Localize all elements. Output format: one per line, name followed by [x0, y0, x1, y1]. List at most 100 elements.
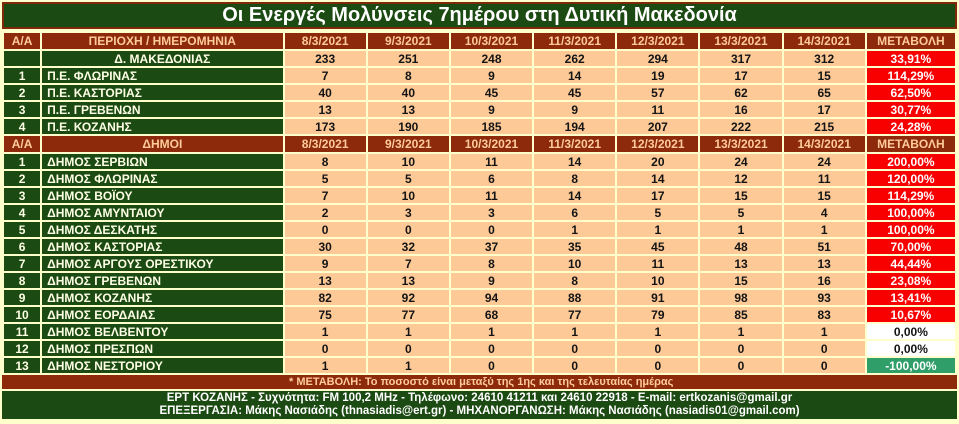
value-cell: 0 [617, 341, 699, 356]
table-row: 1 Π.Ε. ΦΛΩΡΙΝΑΣ 7 8 9 14 19 17 15 114,29% [4, 68, 955, 83]
value-cell: 8 [534, 273, 616, 288]
value-cell: 40 [284, 85, 366, 100]
value-cell: 3 [450, 205, 533, 220]
row-index-cell: 3 [4, 188, 41, 203]
table-row: 11 ΔΗΜΟΣ ΒΕΛΒΕΝΤΟΥ 1 1 1 1 1 1 1 0,00% [4, 324, 955, 339]
row-index-cell: 6 [4, 239, 41, 254]
value-cell: 6 [450, 171, 533, 186]
value-cell: 190 [367, 119, 449, 134]
value-cell: 17 [783, 102, 865, 117]
footer: ΕΡΤ ΚΟΖΑΝΗΣ - Συχνότητα: FM 100,2 MHz - … [2, 391, 957, 419]
value-cell: 8 [450, 256, 533, 271]
value-cell: 9 [450, 68, 533, 83]
value-cell: 0 [700, 341, 782, 356]
date-header-cell: 11/3/2021 [534, 136, 616, 152]
date-header-cell: 13/3/2021 [700, 136, 782, 152]
table-row: 5 ΔΗΜΟΣ ΔΕΣΚΑΤΗΣ 0 0 0 1 1 1 1 100,00% [4, 222, 955, 237]
date-header-cell: 9/3/2021 [367, 136, 449, 152]
value-cell: 8 [534, 171, 616, 186]
change-cell: 100,00% [866, 222, 955, 237]
row-label-cell: ΔΗΜΟΣ ΠΡΕΣΠΩΝ [42, 341, 283, 356]
value-cell: 13 [284, 102, 366, 117]
value-cell: 9 [450, 273, 533, 288]
value-cell: 32 [367, 239, 449, 254]
value-cell: 1 [367, 358, 449, 373]
row-index-cell: 8 [4, 273, 41, 288]
value-cell: 1 [700, 222, 782, 237]
value-cell: 11 [783, 171, 865, 186]
value-cell: 68 [450, 307, 533, 322]
date-header-cell: 10/3/2021 [450, 136, 533, 152]
table-row: 4 ΔΗΜΟΣ ΑΜΥΝΤΑΙΟΥ 2 3 3 6 5 5 4 100,00% [4, 205, 955, 220]
value-cell: 10 [367, 188, 449, 203]
table-row: 12 ΔΗΜΟΣ ΠΡΕΣΠΩΝ 0 0 0 0 0 0 0 0,00% [4, 341, 955, 356]
value-cell: 248 [450, 51, 533, 66]
value-cell: 24 [783, 154, 865, 169]
value-cell: 16 [700, 102, 782, 117]
value-cell: 185 [450, 119, 533, 134]
value-cell: 0 [617, 358, 699, 373]
row-label-cell: ΔΗΜΟΣ ΚΑΣΤΟΡΙΑΣ [42, 239, 283, 254]
row-index-cell: 2 [4, 85, 41, 100]
value-cell: 45 [617, 239, 699, 254]
value-cell: 1 [783, 222, 865, 237]
value-cell: 92 [367, 290, 449, 305]
value-cell: 11 [617, 256, 699, 271]
date-header-cell: 13/3/2021 [700, 33, 782, 49]
change-cell: 10,67% [866, 307, 955, 322]
row-label-cell: ΔΗΜΟΣ ΝΕΣΤΟΡΙΟΥ [42, 358, 283, 373]
header-row-regions: Α/Α ΠΕΡΙΟΧΗ / ΗΜΕΡΟΜΗΝΙΑ 8/3/2021 9/3/2021 1… [4, 33, 955, 49]
value-cell: 16 [783, 273, 865, 288]
value-cell: 48 [700, 239, 782, 254]
row-index-cell: 3 [4, 102, 41, 117]
value-cell: 0 [450, 358, 533, 373]
value-cell: 14 [534, 188, 616, 203]
value-cell: 7 [367, 256, 449, 271]
value-cell: 15 [783, 188, 865, 203]
value-cell: 15 [700, 273, 782, 288]
row-label-cell: ΔΗΜΟΣ ΑΡΓΟΥΣ ΟΡΕΣΤΙΚΟΥ [42, 256, 283, 271]
value-cell: 9 [284, 256, 366, 271]
value-cell: 65 [783, 85, 865, 100]
value-cell: 82 [284, 290, 366, 305]
value-cell: 0 [700, 358, 782, 373]
value-cell: 9 [534, 102, 616, 117]
value-cell: 45 [450, 85, 533, 100]
value-cell: 17 [617, 188, 699, 203]
date-header-cell: 8/3/2021 [284, 136, 366, 152]
value-cell: 10 [617, 273, 699, 288]
value-cell: 0 [534, 341, 616, 356]
value-cell: 51 [783, 239, 865, 254]
value-cell: 13 [783, 256, 865, 271]
value-cell: 9 [450, 102, 533, 117]
value-cell: 10 [534, 256, 616, 271]
value-cell: 0 [450, 341, 533, 356]
value-cell: 77 [534, 307, 616, 322]
value-cell: 77 [367, 307, 449, 322]
row-label-cell: ΔΗΜΟΣ ΔΕΣΚΑΤΗΣ [42, 222, 283, 237]
label-header-cell: ΠΕΡΙΟΧΗ / ΗΜΕΡΟΜΗΝΙΑ [42, 33, 283, 49]
change-cell: 114,29% [866, 68, 955, 83]
value-cell: 14 [534, 68, 616, 83]
change-cell: 100,00% [866, 205, 955, 220]
value-cell: 17 [700, 68, 782, 83]
change-cell: 33,91% [866, 51, 955, 66]
value-cell: 294 [617, 51, 699, 66]
value-cell: 91 [617, 290, 699, 305]
row-index-cell: 4 [4, 205, 41, 220]
date-header-cell: 10/3/2021 [450, 33, 533, 49]
value-cell: 1 [534, 324, 616, 339]
table-row: 8 ΔΗΜΟΣ ΓΡΕΒΕΝΩΝ 13 13 9 8 10 15 16 23,08% [4, 273, 955, 288]
row-label-cell: ΔΗΜΟΣ ΣΕΡΒΙΩΝ [42, 154, 283, 169]
change-cell: 13,41% [866, 290, 955, 305]
value-cell: 15 [783, 68, 865, 83]
table-row: 10 ΔΗΜΟΣ ΕΟΡΔΑΙΑΣ 75 77 68 77 79 85 83 10,67% [4, 307, 955, 322]
value-cell: 62 [700, 85, 782, 100]
value-cell: 215 [783, 119, 865, 134]
value-cell: 12 [700, 171, 782, 186]
row-label-cell: ΔΗΜΟΣ ΚΟΖΑΝΗΣ [42, 290, 283, 305]
date-header-cell: 14/3/2021 [783, 33, 865, 49]
value-cell: 7 [284, 68, 366, 83]
row-label-cell: Π.Ε. ΚΟΖΑΝΗΣ [42, 119, 283, 134]
